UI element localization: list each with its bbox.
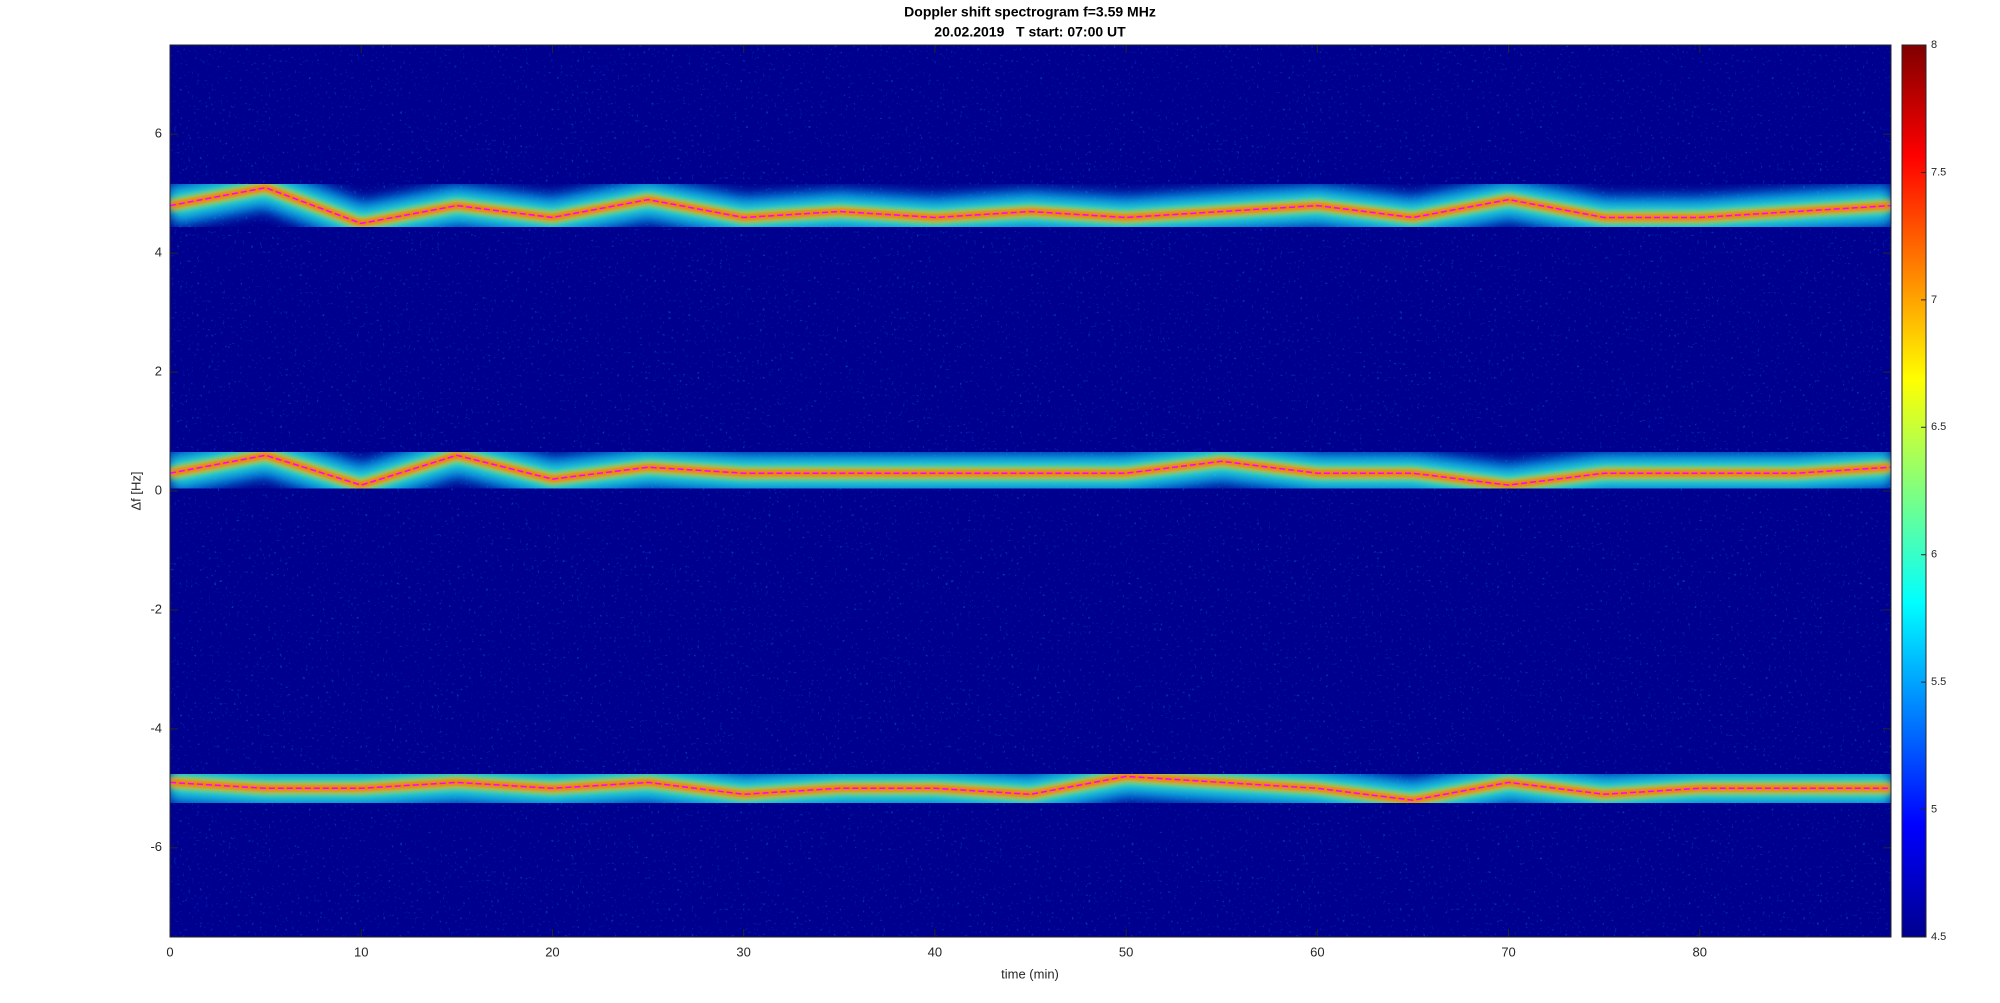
x-tick-label: 0 <box>166 944 173 959</box>
y-axis-label: Δf [Hz] <box>128 471 143 510</box>
x-tick-label: 70 <box>1501 944 1515 959</box>
traces <box>170 165 1891 823</box>
y-tick-label: 2 <box>155 364 162 379</box>
doppler-trace <box>170 454 1891 486</box>
chart-subtitle: 20.02.2019 T start: 07:00 UT <box>934 24 1126 40</box>
x-tick-label: 30 <box>736 944 750 959</box>
x-tick-label: 60 <box>1310 944 1324 959</box>
colorbar-tick-label: 5.5 <box>1931 676 1946 688</box>
doppler-trace <box>170 775 1891 801</box>
colorbar <box>1901 44 1927 938</box>
x-tick-label: 50 <box>1119 944 1133 959</box>
colorbar-tick-label: 8 <box>1931 39 1937 51</box>
colorbar-tick-label: 7 <box>1931 294 1937 306</box>
colorbar-tick-label: 4.5 <box>1931 931 1946 943</box>
y-tick-label: -2 <box>150 601 162 616</box>
y-tick-label: 0 <box>155 482 162 497</box>
doppler-trace <box>170 186 1891 225</box>
x-tick-label: 80 <box>1693 944 1707 959</box>
colorbar-tick-label: 7.5 <box>1931 166 1946 178</box>
y-tick-label: 6 <box>155 126 162 141</box>
y-tick-label: -6 <box>150 839 162 854</box>
colorbar-tick-label: 6.5 <box>1931 421 1946 433</box>
colorbar-tick-label: 6 <box>1931 549 1937 561</box>
x-tick-label: 40 <box>928 944 942 959</box>
colorbar-tick-label: 5 <box>1931 803 1937 815</box>
x-axis-label: time (min) <box>1001 966 1059 981</box>
chart-title: Doppler shift spectrogram f=3.59 MHz <box>904 4 1156 20</box>
x-tick-label: 20 <box>545 944 559 959</box>
y-tick-label: -4 <box>150 720 162 735</box>
x-tick-label: 10 <box>354 944 368 959</box>
y-tick-label: 4 <box>155 245 162 260</box>
